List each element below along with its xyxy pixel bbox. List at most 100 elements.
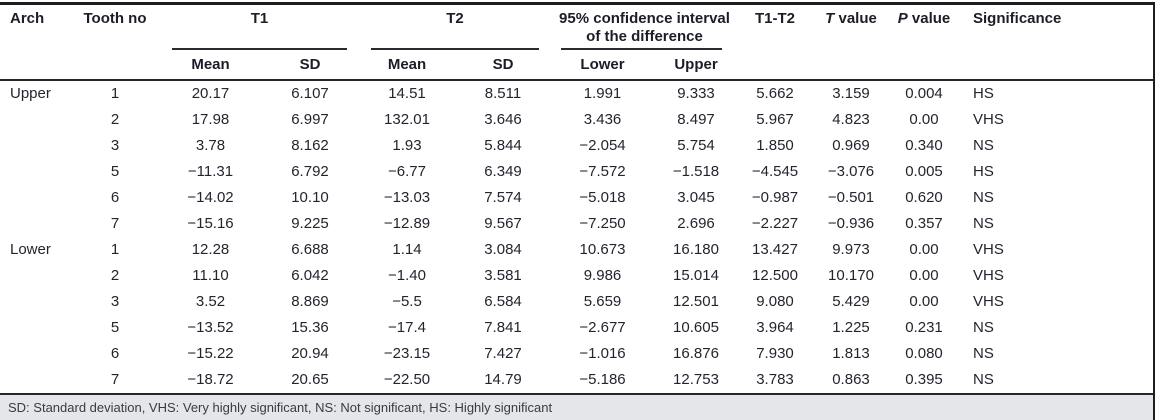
cell-t2-mean: −1.40 — [388, 267, 426, 284]
cell-arch — [0, 211, 70, 237]
ci-group-label: 95% confidence interval of the differenc… — [551, 5, 738, 48]
cell-t1-t2: 12.500 — [752, 267, 798, 284]
cell-ci-lower: −2.677 — [579, 319, 626, 336]
table-row: 3 3.78 8.162 1.93 5.844 −2.054 5.754 1.850 0.969… — [0, 133, 1153, 159]
cell-t1-sd: 6.997 — [291, 111, 329, 128]
cell-t1-mean: −15.22 — [187, 345, 234, 362]
cell-ci-lower: 10.673 — [579, 241, 626, 258]
cell-t1-sd: 8.162 — [291, 137, 329, 154]
t1-group-rule — [172, 48, 347, 50]
cell-t1-sd: 6.792 — [291, 163, 329, 180]
t-value-symbol: T — [825, 10, 835, 27]
cell-significance: HS — [973, 85, 994, 102]
table-header: Arch Tooth no T1 T2 — [0, 5, 1153, 81]
cell-t-value: −0.936 — [827, 215, 875, 232]
cell-t2-sd: 9.567 — [484, 215, 522, 232]
cell-arch — [0, 133, 70, 159]
table-row: 6 −14.02 10.10 −13.03 7.574 −5.018 3.045 −0.987… — [0, 185, 1153, 211]
cell-t1-sd: 6.688 — [291, 241, 329, 258]
cell-tooth: 5 — [110, 163, 120, 180]
table-row: 5 −13.52 15.36 −17.4 7.841 −2.677 10.605 3.964 1… — [0, 315, 1153, 341]
cell-p-value: 0.005 — [905, 163, 943, 180]
cell-t2-mean: 14.51 — [388, 85, 426, 102]
cell-tooth: 2 — [110, 267, 120, 284]
cell-t-value: 0.969 — [832, 137, 870, 154]
cell-arch — [0, 185, 70, 211]
cell-t1-mean: −15.16 — [187, 215, 234, 232]
cell-tooth: 3 — [110, 293, 120, 310]
header-group-confidence-interval: 95% confidence interval of the differenc… — [551, 5, 738, 51]
table-row: 2 17.98 6.997 132.01 3.646 3.436 8.497 5.967 4.8… — [0, 107, 1153, 133]
cell-t-value: 9.973 — [832, 241, 870, 258]
cell-t2-mean: 1.14 — [392, 241, 422, 258]
cell-arch — [0, 315, 70, 341]
header-t1-sd: SD — [261, 51, 359, 81]
header-ci-upper: Upper — [654, 51, 738, 81]
cell-ci-lower: −1.016 — [579, 345, 626, 362]
t2-group-rule — [371, 48, 539, 50]
cell-t1-mean: 3.78 — [195, 137, 226, 154]
cell-t2-sd: 7.427 — [484, 345, 522, 362]
cell-t1-t2: 5.662 — [756, 85, 794, 102]
cell-arch — [0, 289, 70, 315]
cell-t1-sd: 15.36 — [291, 319, 329, 336]
cell-p-value: 0.395 — [890, 367, 958, 395]
header-t-value: T value — [812, 5, 890, 81]
cell-t-value: 1.225 — [832, 319, 870, 336]
cell-significance: VHS — [973, 111, 1004, 128]
cell-t1-t2: 3.964 — [756, 319, 794, 336]
cell-tooth: 3 — [110, 137, 120, 154]
cell-p-value: 0.231 — [905, 319, 943, 336]
cell-tooth: 6 — [110, 189, 120, 206]
cell-p-value: 0.004 — [905, 85, 943, 102]
cell-t1-mean: −14.02 — [187, 189, 234, 206]
cell-ci-upper: 5.754 — [677, 137, 715, 154]
cell-ci-upper: 8.497 — [677, 111, 715, 128]
t-value-rest: value — [834, 10, 877, 27]
table-row: Lower 1 12.28 6.688 1.14 3.084 10.673 16.180 13.… — [0, 237, 1153, 263]
table-row: 5 −11.31 6.792 −6.77 6.349 −7.572 −1.518 −4.545… — [0, 159, 1153, 185]
table-footnote: SD: Standard deviation, VHS: Very highly… — [0, 395, 1155, 420]
t1-group-label: T1 — [250, 10, 269, 27]
table-row: 2 11.10 6.042 −1.40 3.581 9.986 15.014 12.500 10… — [0, 263, 1153, 289]
cell-arch — [0, 159, 70, 185]
cell-t1-t2: 5.967 — [756, 111, 794, 128]
cell-t2-sd: 6.349 — [484, 163, 522, 180]
cell-significance: NS — [973, 137, 994, 154]
cell-ci-upper: 9.333 — [677, 85, 715, 102]
cell-tooth: 7 — [70, 367, 160, 395]
cell-ci-lower: 5.659 — [583, 293, 622, 310]
ci-label-line2: of the difference — [586, 28, 703, 45]
cell-ci-upper: −1.518 — [672, 163, 720, 180]
cell-t1-mean: 20.17 — [191, 85, 230, 102]
cell-significance: VHS — [973, 241, 1004, 258]
cell-t2-mean: 132.01 — [384, 111, 430, 128]
cell-significance: NS — [973, 189, 994, 206]
cell-significance: NS — [958, 367, 1153, 395]
cell-t1-t2: 9.080 — [756, 293, 794, 310]
header-t2-sd: SD — [455, 51, 551, 81]
cell-arch — [0, 367, 70, 395]
cell-t1-mean: 11.10 — [192, 267, 229, 284]
ci-group-rule — [561, 48, 722, 50]
cell-significance: VHS — [973, 267, 1004, 284]
cell-ci-upper: 12.501 — [673, 293, 719, 310]
cell-t1-sd: 10.10 — [291, 189, 329, 206]
cell-t-value: 3.159 — [832, 85, 870, 102]
cell-t1-sd: 6.107 — [291, 85, 329, 102]
cell-ci-lower: −7.250 — [579, 215, 626, 232]
cell-t-value: 0.863 — [812, 367, 890, 395]
cell-t-value: 1.813 — [832, 345, 870, 362]
cell-ci-lower: 3.436 — [583, 111, 622, 128]
table-row: 7 −18.72 20.65 −22.50 14.79 −5.186 12.753 3.783… — [0, 367, 1153, 395]
p-value-rest: value — [907, 10, 951, 27]
cell-ci-upper: 12.753 — [654, 367, 738, 395]
cell-p-value: 0.620 — [905, 189, 943, 206]
cell-significance: VHS — [973, 293, 1004, 310]
cell-t2-sd: 3.646 — [484, 111, 522, 128]
cell-t2-sd: 14.79 — [455, 367, 551, 395]
cell-t1-sd: 20.94 — [291, 345, 329, 362]
cell-significance: NS — [973, 345, 994, 362]
cell-t2-sd: 6.584 — [484, 293, 522, 310]
cell-t-value: 10.170 — [828, 267, 874, 284]
